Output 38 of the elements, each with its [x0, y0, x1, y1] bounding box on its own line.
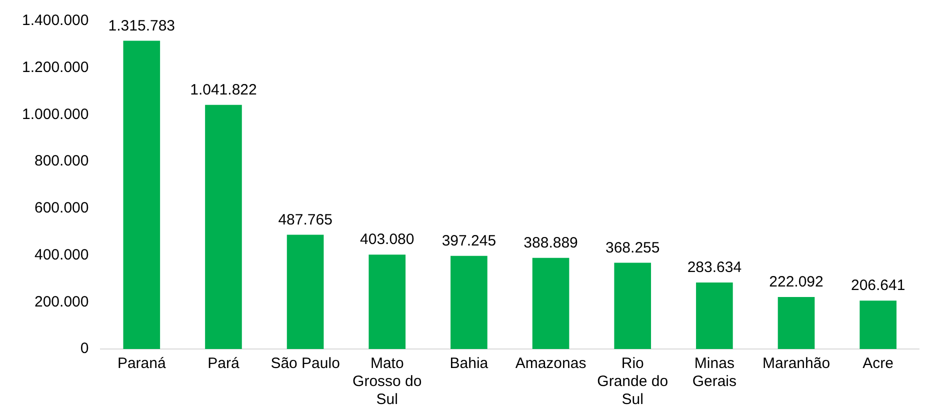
data-label: 283.634 — [687, 259, 742, 276]
x-tick-label: Mato Grosso do Sul — [352, 355, 422, 408]
data-label: 1.041.822 — [190, 82, 257, 99]
bar — [205, 104, 242, 349]
data-label: 403.080 — [360, 231, 414, 248]
bar — [696, 282, 733, 349]
data-label: 222.092 — [769, 274, 824, 291]
y-tick-label: 1.000.000 — [22, 106, 89, 123]
y-tick-label: 600.000 — [34, 200, 89, 217]
x-tick-label: Acre — [862, 355, 894, 372]
data-label: 388.889 — [524, 234, 578, 252]
data-label: 487.765 — [278, 211, 332, 228]
y-tick-label: 800.000 — [34, 152, 89, 170]
x-tick-label: Minas Gerais — [692, 355, 737, 390]
bar — [778, 296, 815, 349]
y-tick-label: 0 — [80, 340, 89, 358]
bar — [450, 256, 488, 349]
y-tick-label: 1.200.000 — [22, 59, 89, 76]
x-tick-label: São Paulo — [270, 355, 340, 372]
y-tick-label: 200.000 — [34, 293, 89, 310]
bar — [123, 40, 160, 349]
bar — [532, 258, 570, 349]
x-tick-label: Rio Grande do Sul — [597, 355, 668, 408]
x-tick-label: Bahia — [450, 355, 489, 372]
y-tick-label: 400.000 — [34, 246, 89, 264]
x-tick-label: Pará — [208, 355, 240, 372]
data-label: 1.315.783 — [108, 17, 176, 34]
bar — [614, 262, 652, 349]
y-tick-label: 1.400.000 — [22, 12, 89, 30]
bar — [860, 300, 896, 349]
data-label: 397.245 — [442, 232, 496, 250]
data-label: 206.641 — [850, 277, 906, 294]
bar — [368, 254, 406, 349]
x-tick-label: Paraná — [117, 355, 166, 372]
bar — [286, 234, 324, 349]
data-label: 368.255 — [605, 239, 660, 256]
x-tick-label: Amazonas — [515, 355, 586, 372]
x-tick-label: Maranhão — [762, 355, 830, 372]
